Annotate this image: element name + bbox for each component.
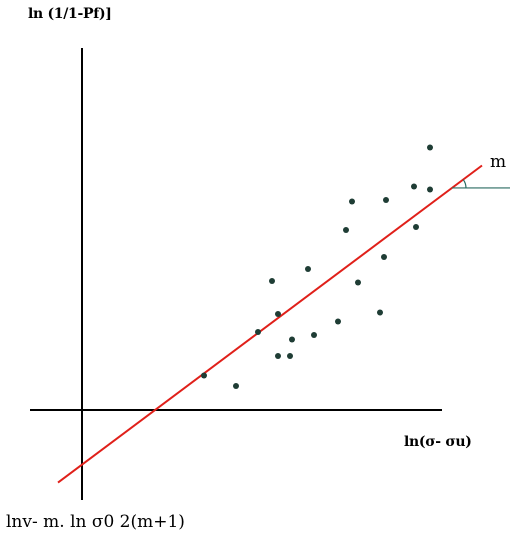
- fit-line: [57, 164, 483, 484]
- data-point: [383, 197, 389, 203]
- data-point: [349, 198, 355, 205]
- data-point: [377, 309, 383, 316]
- data-point: [289, 336, 295, 343]
- data-point: [343, 227, 349, 233]
- fit-line-group: [57, 164, 483, 484]
- data-point: [287, 353, 293, 359]
- data-point: [413, 224, 419, 230]
- data-point: [427, 186, 433, 193]
- x-axis-label: ln(σ- σu): [404, 434, 472, 450]
- intercept-formula-label: lnv- m. ln σ0 2(m+1): [6, 512, 185, 532]
- y-axis-label: ln (1/1-Pf)]: [28, 6, 112, 22]
- axes: [30, 48, 442, 500]
- data-point: [275, 353, 281, 359]
- slope-angle-arc: [462, 179, 467, 188]
- slope-indicator: [452, 179, 510, 189]
- data-point: [233, 383, 239, 389]
- data-point: [311, 332, 317, 338]
- slope-label: m: [490, 152, 507, 172]
- data-point: [335, 318, 341, 325]
- data-point: [427, 144, 433, 151]
- data-point: [381, 254, 387, 260]
- data-point: [411, 183, 417, 190]
- data-point: [355, 279, 361, 286]
- data-point: [201, 372, 207, 379]
- data-point: [255, 329, 261, 335]
- data-point: [269, 278, 275, 284]
- data-point: [305, 266, 311, 272]
- data-points: [201, 144, 433, 389]
- data-point: [275, 311, 281, 317]
